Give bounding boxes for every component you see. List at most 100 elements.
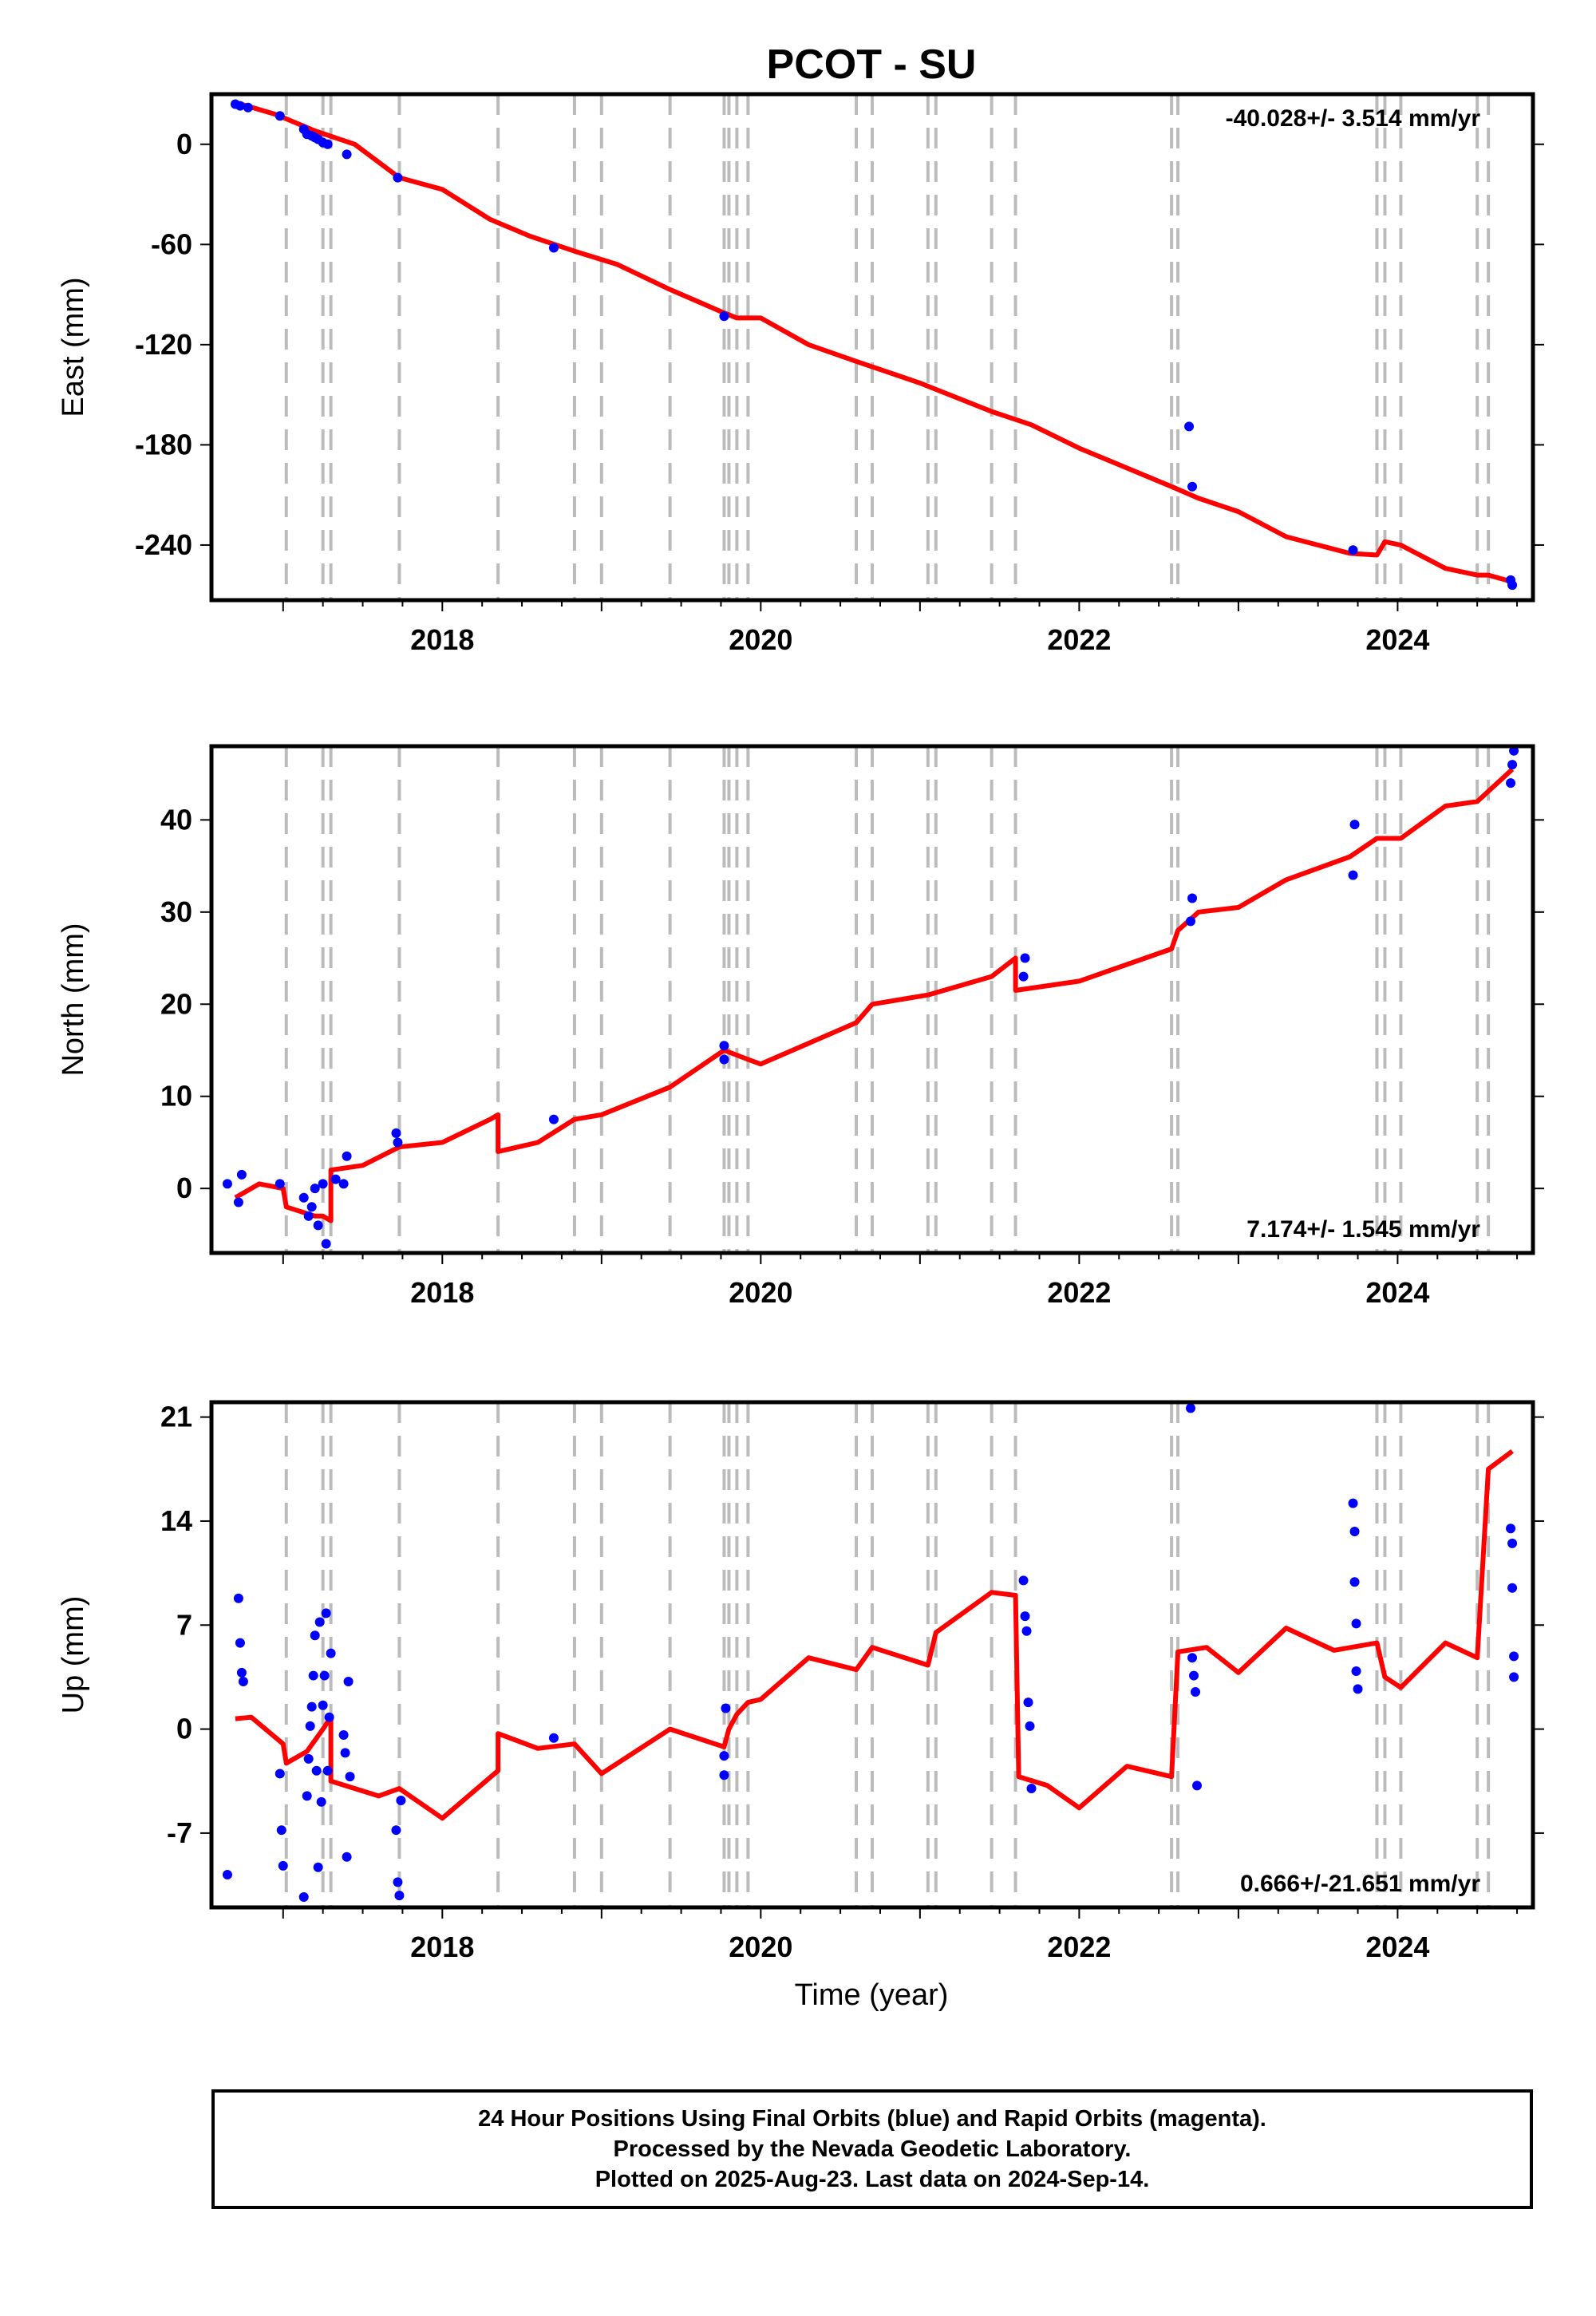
- data-point: [275, 1179, 285, 1189]
- data-point: [238, 1677, 248, 1687]
- data-point: [1509, 1651, 1519, 1662]
- data-point: [396, 1795, 406, 1805]
- data-point: [298, 1891, 309, 1902]
- y-tick-label: 21: [160, 1401, 192, 1433]
- data-point: [321, 1239, 331, 1249]
- fit-series-line: [235, 1448, 1514, 1821]
- data-point: [548, 1114, 559, 1124]
- data-point: [1507, 1538, 1518, 1548]
- data-point: [321, 1608, 331, 1618]
- panel-up: 21 14 7 0 -7 2018 2020 2022 2024 0.666+/-21.651 m…: [57, 1400, 1544, 1963]
- data-point: [275, 111, 285, 121]
- fit-series-line: [235, 100, 1513, 584]
- data-point: [719, 1041, 729, 1051]
- y-tick-label: 0: [176, 1713, 192, 1745]
- x-tick-label: 2020: [729, 1931, 792, 1963]
- data-point: [302, 1791, 312, 1801]
- data-point: [391, 1825, 401, 1836]
- data-point: [1349, 1526, 1360, 1536]
- data-point: [305, 1721, 315, 1731]
- data-point: [719, 1054, 729, 1065]
- data-point: [306, 1202, 317, 1212]
- data-point: [275, 1769, 285, 1779]
- x-tick-label: 2020: [729, 623, 792, 656]
- data-point: [342, 149, 352, 160]
- x-tick-label: 2024: [1365, 1931, 1429, 1963]
- data-point: [1349, 820, 1360, 830]
- data-point: [243, 102, 253, 113]
- x-tick-label: 2024: [1365, 623, 1429, 656]
- data-point: [1020, 953, 1030, 963]
- data-point: [1353, 1684, 1363, 1694]
- data-point: [1021, 1626, 1032, 1636]
- data-point: [316, 1796, 326, 1807]
- data-point: [1348, 870, 1358, 880]
- panel-north: 0 10 20 30 40 2018 2020 2022 2024 7.174+/- 1.545 …: [57, 744, 1544, 1309]
- data-point: [236, 1667, 247, 1678]
- data-point: [1023, 1697, 1033, 1708]
- data-point: [1348, 1498, 1358, 1508]
- y-axis-label: Up (mm): [57, 1596, 90, 1714]
- data-point: [391, 1128, 401, 1138]
- data-point: [342, 1852, 352, 1862]
- data-point: [721, 1703, 731, 1713]
- data-point: [1186, 916, 1196, 927]
- y-tick-label: -60: [151, 227, 192, 260]
- data-point: [306, 1701, 317, 1712]
- x-tick-label: 2018: [410, 1931, 474, 1963]
- data-point: [233, 1197, 243, 1207]
- data-point: [313, 1862, 323, 1872]
- data-point: [322, 1765, 333, 1776]
- data-point: [318, 1179, 328, 1189]
- chart-title: PCOT - SU: [767, 41, 977, 88]
- plot-frame: [209, 1400, 1535, 1910]
- y-tick-label: 40: [160, 803, 192, 836]
- data-point: [719, 1751, 729, 1761]
- y-axis-label: East (mm): [57, 277, 90, 417]
- y-tick-label: -180: [135, 428, 192, 460]
- footer-line-1: 24 Hour Positions Using Final Orbits (bl…: [478, 2106, 1266, 2132]
- y-tick-label: -7: [167, 1816, 192, 1849]
- footer-line-2: Processed by the Nevada Geodetic Laborat…: [613, 2136, 1132, 2162]
- data-point: [324, 1712, 334, 1722]
- data-point: [1507, 1583, 1518, 1593]
- data-point: [298, 1192, 309, 1203]
- data-point: [1507, 760, 1518, 770]
- data-point: [548, 243, 559, 253]
- chart-canvas: PCOT - SU 0 -60 -120 -180 -240 2018 2020 2022 20…: [57, 41, 1544, 2012]
- data-point: [338, 1730, 349, 1741]
- plot-frame: [209, 744, 1535, 1255]
- data-point: [1187, 893, 1198, 903]
- data-point: [235, 1638, 245, 1648]
- data-point: [1020, 1611, 1030, 1622]
- data-point: [1184, 421, 1195, 432]
- y-tick-label: 0: [176, 128, 192, 160]
- x-tick-label: 2020: [729, 1276, 792, 1309]
- panel-east: 0 -60 -120 -180 -240 2018 2020 2022 2024 -40.028+…: [57, 92, 1544, 656]
- data-point: [393, 172, 403, 183]
- x-tick-label: 2024: [1365, 1276, 1429, 1309]
- data-point: [319, 1670, 330, 1681]
- data-point: [393, 1137, 403, 1148]
- data-point: [1507, 580, 1518, 591]
- data-point: [719, 311, 729, 322]
- data-point: [343, 1677, 354, 1687]
- data-point: [314, 1617, 325, 1627]
- y-tick-label: -120: [135, 328, 192, 361]
- y-tick-label: 7: [176, 1608, 192, 1641]
- data-point: [1018, 1575, 1029, 1586]
- x-tick-label: 2018: [410, 1276, 474, 1309]
- data-point: [1506, 1524, 1516, 1534]
- data-point: [1192, 1780, 1203, 1791]
- data-point: [345, 1772, 355, 1782]
- rate-label: 0.666+/-21.651 mm/yr: [1240, 1871, 1480, 1897]
- data-point: [303, 1211, 314, 1221]
- y-tick-label: 10: [160, 1080, 192, 1113]
- data-point: [278, 1860, 288, 1871]
- data-point: [1509, 1672, 1519, 1682]
- x-axis-label: Time (year): [795, 1978, 949, 2012]
- data-point: [322, 139, 333, 149]
- plot-frame: [209, 92, 1535, 603]
- footer-line-3: Plotted on 2025-Aug-23. Last data on 202…: [595, 2167, 1150, 2192]
- data-point: [548, 1733, 559, 1743]
